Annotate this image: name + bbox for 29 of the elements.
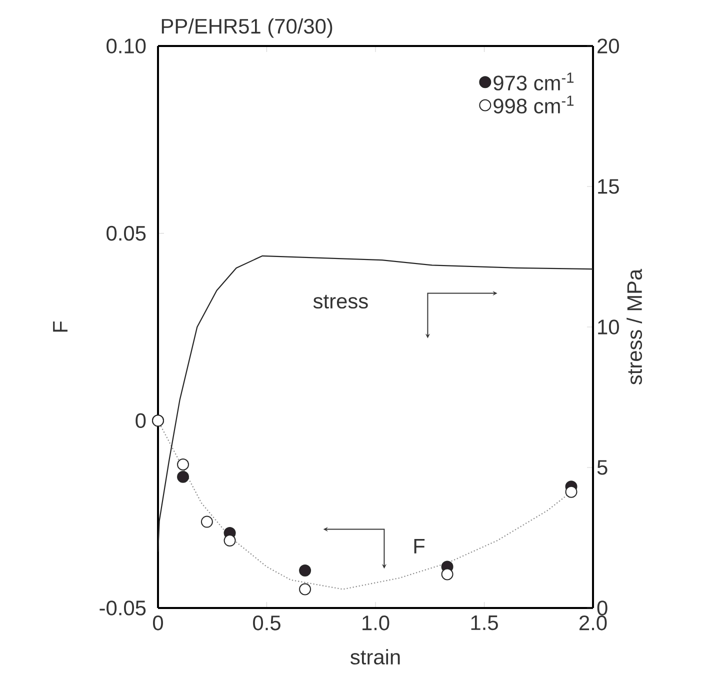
y-tick-label: -0.05 (100, 600, 146, 616)
point (299, 564, 312, 577)
y-tick-label: 0 (136, 413, 146, 428)
point (565, 486, 578, 498)
legend-label: 973 cm$^{-1}$ (494, 72, 574, 90)
x-tick-label: 0 (153, 616, 163, 630)
chart-title: PP/EHR51 (70/30) (162, 18, 332, 38)
y2-axis-title: stress / MPa (626, 268, 642, 385)
x-tick-label: 2.0 (580, 616, 607, 630)
y2-tick-label: 0 (597, 600, 608, 616)
point (224, 534, 236, 547)
x-tick-label: 0.5 (253, 616, 280, 630)
y2-tick-label: 15 (598, 179, 619, 194)
x-tick-label: 1.0 (362, 616, 390, 630)
point (177, 458, 190, 470)
x-axis-title: strain (350, 649, 400, 665)
legend-label: 998 cm$^{-1}$ (494, 96, 574, 114)
y2-tick-label: 20 (598, 38, 619, 54)
line-series (158, 255, 594, 552)
point (441, 568, 454, 580)
point (177, 470, 190, 483)
x-tick-label: 1.5 (471, 616, 498, 630)
y-tick-label: 0.10 (106, 38, 146, 54)
y-tick-label: 0.05 (106, 226, 146, 241)
annotation: F (414, 538, 425, 554)
y2-tick-label: 5 (597, 460, 608, 475)
y-axis-title: F (53, 321, 68, 332)
y2-tick-label: 10 (598, 320, 619, 334)
annotation: stress (313, 294, 368, 309)
